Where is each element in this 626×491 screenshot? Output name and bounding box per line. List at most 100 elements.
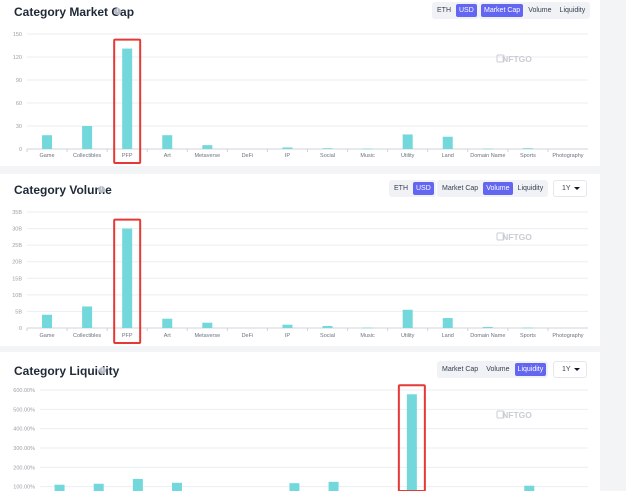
currency-usd-button[interactable]: USD [456, 4, 477, 17]
x-tick-label: Land [442, 333, 454, 339]
info-icon[interactable]: i [114, 8, 121, 15]
metric-volume-button[interactable]: Volume [486, 366, 510, 373]
x-tick-label: Utility [401, 333, 415, 339]
bar-utility [406, 394, 417, 491]
chevron-down-icon [574, 187, 580, 190]
x-tick-label: Sports [520, 153, 536, 159]
x-tick-label: Collectibles [73, 333, 101, 339]
y-tick-label: 35B [12, 210, 22, 216]
volume-chart: 35B 30B 25B 20B 15B 10B 5B 0 NFTGO Game Collectibl… [12, 210, 588, 345]
y-tick-label: 60 [16, 101, 22, 107]
currency-usd-button[interactable]: USD [413, 182, 434, 195]
nftgo-logo-icon [496, 232, 505, 241]
x-tick-label: PFP [122, 153, 133, 159]
x-tick-label: Utility [401, 153, 415, 159]
x-tick-label: Sports [520, 333, 536, 339]
y-tick-label: 200.00% [13, 465, 35, 471]
bar-metaverse [202, 145, 213, 149]
currency-eth-button[interactable]: ETH [437, 7, 451, 14]
x-tick-label: Land [442, 153, 454, 159]
y-tick-label: 500.00% [13, 407, 35, 413]
x-tick-label: Photography [552, 153, 583, 159]
section-title: Category Liquidity [14, 364, 120, 378]
x-tick-label: Game [40, 333, 55, 339]
y-tick-label: 90 [16, 78, 22, 84]
liquidity-chart: 600.00% 500.00% 400.00% 300.00% 200.00% 100.0… [13, 384, 588, 491]
x-tick-label: Collectibles [73, 153, 101, 159]
section-divider [0, 346, 600, 354]
y-tick-label: 15B [12, 276, 22, 282]
bar-music [362, 148, 373, 150]
bar-sports [522, 327, 533, 329]
metric-liquidity-button[interactable]: Liquidity [559, 7, 586, 14]
bar-art [162, 318, 173, 328]
y-tick-label: 100.00% [13, 485, 35, 491]
nftgo-logo-icon [496, 410, 505, 419]
metric-market-cap-button[interactable]: Market Cap [442, 185, 479, 192]
market-cap-chart: 150 120 90 60 30 0 NFTGO Game Collectibles PFP Art… [13, 32, 588, 164]
bar-sports [522, 148, 533, 149]
y-tick-label: 120 [13, 55, 22, 61]
x-tick-label: PFP [122, 333, 133, 339]
bar-utility [402, 134, 413, 149]
x-tick-label: DeFi [242, 153, 254, 159]
volume-card: Category Volume i ETH USD Market Cap Volum… [0, 174, 600, 346]
bar-utility [402, 309, 413, 328]
watermark: NFTGO [502, 232, 532, 242]
x-tick-label: Metaverse [194, 153, 220, 159]
metric-market-cap-button[interactable]: Market Cap [442, 366, 479, 373]
x-tick-label: Art [164, 153, 172, 159]
y-tick-label: 10B [12, 293, 22, 299]
x-tick-label: Social [320, 333, 335, 339]
bar-ip [282, 324, 293, 328]
metric-liquidity-button[interactable]: Liquidity [514, 363, 547, 376]
bar-social [322, 326, 333, 328]
bar-collectibles [82, 126, 93, 149]
metric-liquidity-button[interactable]: Liquidity [517, 185, 544, 192]
currency-eth-button[interactable]: ETH [394, 185, 408, 192]
bar-land [442, 136, 453, 149]
x-tick-label: Photography [552, 333, 583, 339]
y-tick-label: 400.00% [13, 427, 35, 433]
liquidity-card: Category Liquidity i Market Cap Volume Liq… [0, 352, 600, 491]
x-tick-label: Domain Name [470, 153, 505, 159]
y-tick-label: 0 [19, 147, 22, 153]
bar-domain-name [482, 327, 493, 328]
watermark: NFTGO [502, 54, 532, 64]
bar-metaverse [202, 322, 213, 328]
x-tick-label: IP [285, 153, 291, 159]
bar-art [162, 135, 173, 149]
currency-toggle: ETH USD [389, 180, 436, 197]
y-tick-label: 25B [12, 243, 22, 249]
section-title: Category Market Cap [14, 5, 135, 19]
metric-volume-button[interactable]: Volume [528, 7, 552, 14]
info-icon[interactable]: i [99, 367, 106, 374]
info-icon[interactable]: i [98, 186, 105, 193]
highlight-box [113, 218, 142, 345]
y-tick-label: 5B [15, 309, 22, 315]
y-tick-label: 30B [12, 227, 22, 233]
time-range-dropdown[interactable]: 1Y [553, 361, 587, 378]
x-tick-label: Art [164, 333, 172, 339]
x-tick-label: DeFi [242, 333, 254, 339]
chevron-down-icon [574, 368, 580, 371]
y-tick-label: 30 [16, 124, 22, 130]
watermark: NFTGO [502, 410, 532, 420]
bar-sports [524, 485, 535, 491]
metric-market-cap-button[interactable]: Market Cap [481, 4, 524, 17]
time-range-value: 1Y [562, 185, 571, 192]
y-tick-label: 20B [12, 260, 22, 266]
metric-toggle: Market Cap Volume Liquidity [479, 2, 591, 19]
time-range-dropdown[interactable]: 1Y [553, 180, 587, 197]
metric-volume-button[interactable]: Volume [483, 182, 513, 195]
currency-toggle: ETH USD [432, 2, 479, 19]
bar-music [362, 327, 373, 329]
bar-pfp [122, 48, 133, 149]
bar-pfp [122, 228, 133, 328]
x-tick-label: Music [360, 333, 375, 339]
bar-game [42, 135, 53, 149]
metric-toggle: Market Cap Volume Liquidity [437, 361, 549, 378]
y-tick-label: 300.00% [13, 446, 35, 452]
x-tick-label: IP [285, 333, 291, 339]
